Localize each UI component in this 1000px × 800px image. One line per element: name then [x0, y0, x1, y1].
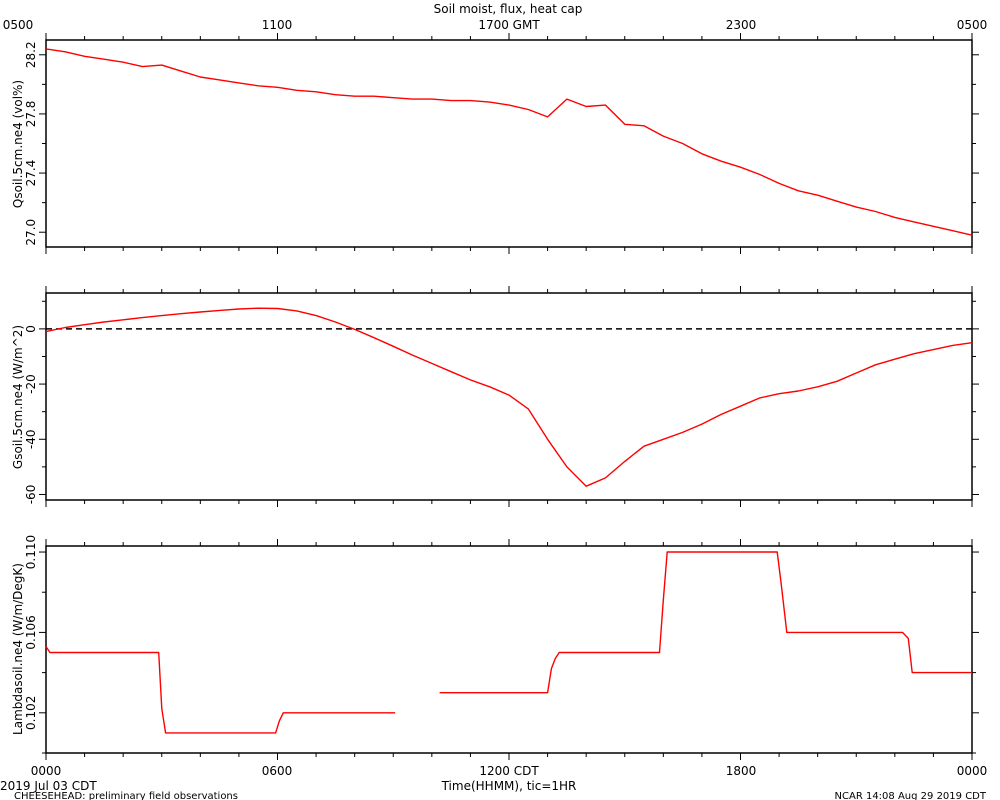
y-tick-label: 27.8	[24, 101, 38, 128]
y-tick-label: -20	[24, 374, 38, 394]
y-tick-label: 0.102	[24, 696, 38, 730]
y-tick-label: -60	[24, 485, 38, 505]
top-tick-label: 2300	[726, 18, 757, 32]
y-tick-label: 0.106	[24, 615, 38, 649]
series-line	[45, 646, 396, 734]
bottom-tick-label: 0000	[957, 764, 988, 778]
series-line	[45, 48, 973, 236]
panel-frame	[45, 545, 973, 754]
series-line	[439, 551, 972, 694]
top-tick-label: 0500	[3, 18, 34, 32]
bottom-tick-label: 0000	[31, 764, 62, 778]
top-tick-label: 0500	[957, 18, 988, 32]
y-tick-label: 0.110	[24, 535, 38, 569]
footer-left: CHEESEHEAD: preliminary field observatio…	[14, 791, 238, 800]
y-tick-label: 27.0	[24, 219, 38, 246]
y-tick-label: -40	[24, 429, 38, 449]
bottom-tick-label: 1200 CDT	[479, 764, 539, 778]
panel3-ylabel: Lambdasoil.ne4 (W/m/DegK)	[11, 563, 25, 735]
y-tick-label: 27.4	[24, 160, 38, 187]
plot-layer: 27.0 27.4 27.8 28.2 -60 -40 -20 0 0.102 0.106 0.11…	[24, 33, 979, 760]
footer-right: NCAR 14:08 Aug 29 2019 CDT	[835, 791, 987, 800]
panel1-ylabel: Qsoil.5cm.ne4 (vol%)	[11, 80, 25, 208]
bottom-tick-label: 1800	[726, 764, 757, 778]
y-tick-label: 0	[24, 325, 38, 333]
series-line	[45, 307, 973, 487]
chart-title: Soil moist, flux, heat cap	[434, 2, 583, 16]
top-tick-label: 1100	[262, 18, 293, 32]
bottom-tick-label: 0600	[262, 764, 293, 778]
x-axis-label: Time(HHMM), tic=1HR	[441, 779, 577, 793]
top-tick-label: 1700 GMT	[478, 18, 540, 32]
panel2-ylabel: Gsoil.5cm.ne4 (W/m^2)	[11, 325, 25, 469]
date-label: 2019 Jul 03 CDT	[0, 779, 97, 793]
panel-frame	[45, 39, 973, 248]
y-tick-label: 28.2	[24, 41, 38, 68]
panel-frame	[45, 292, 973, 501]
